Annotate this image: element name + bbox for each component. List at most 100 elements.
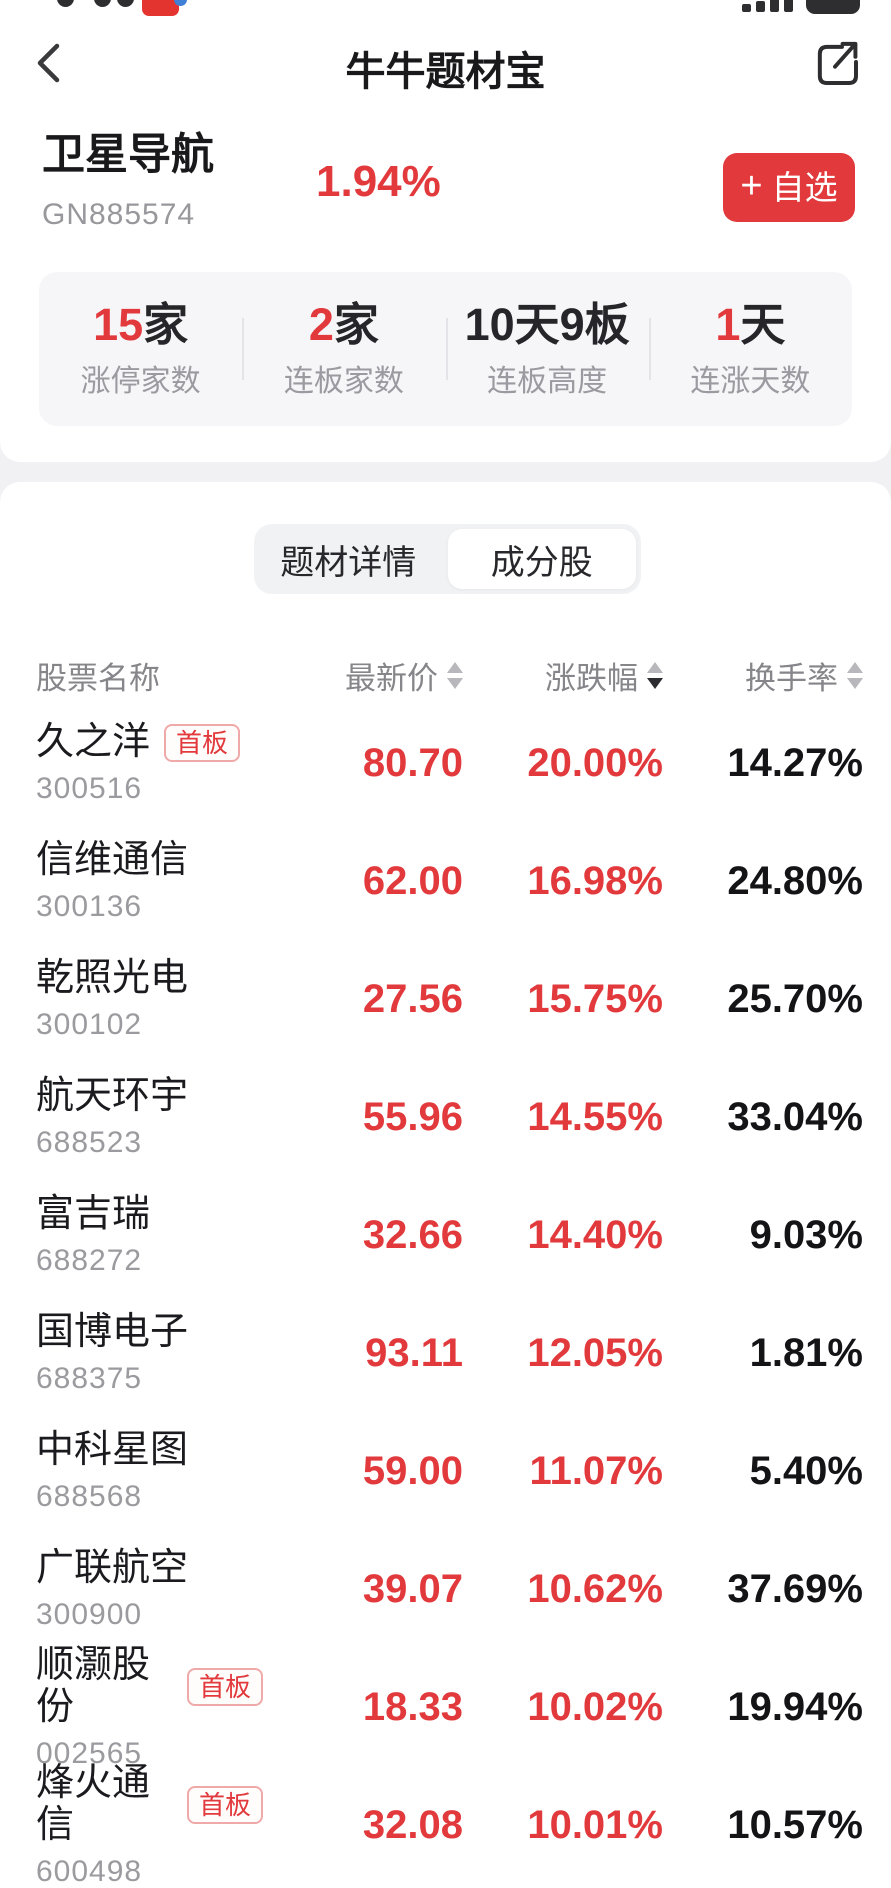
segmented-control: 题材详情 成分股	[254, 524, 641, 594]
signal-bars-icon	[742, 4, 751, 12]
stock-name-cell: 富吉瑞 688272	[36, 1193, 263, 1277]
stock-code: 600498	[36, 1854, 143, 1888]
stock-code: 300516	[36, 771, 143, 805]
table-row[interactable]: 烽火通信 首板 600498 32.08 10.01% 10.57%	[0, 1762, 891, 1888]
stat-rising-days: 1天 连涨天数	[649, 302, 852, 397]
nav-bar: 牛牛题材宝	[0, 26, 891, 98]
time-dots-icon	[117, 0, 134, 7]
stock-change-percent: 12.05%	[527, 1331, 663, 1375]
chevron-left-icon	[37, 43, 60, 83]
stock-name-cell: 久之洋 首板 300516	[36, 721, 263, 805]
table-header: 股票名称 最新价 涨跌幅 换手率	[0, 646, 891, 704]
stock-name-cell: 航天环宇 688523	[36, 1075, 263, 1159]
stock-turnover-rate: 33.04%	[727, 1095, 863, 1139]
stock-name-cell: 国博电子 688375	[36, 1311, 263, 1395]
stock-code: 688375	[36, 1361, 143, 1395]
sort-arrows-icon	[647, 661, 663, 689]
stock-turnover-rate: 25.70%	[727, 977, 863, 1021]
stat-label: 连板高度	[487, 364, 608, 398]
table-row[interactable]: 富吉瑞 688272 32.66 14.40% 9.03%	[0, 1176, 891, 1294]
stock-name-cell: 烽火通信 首板 600498	[36, 1762, 263, 1888]
page-title: 牛牛题材宝	[345, 50, 546, 94]
stock-list: 久之洋 首板 300516 80.70 20.00% 14.27% 信维通信 3…	[0, 704, 891, 1888]
stock-code: 688523	[36, 1125, 143, 1159]
stat-value: 1天	[715, 298, 786, 350]
header-stock-name: 股票名称	[36, 660, 160, 696]
stock-name-cell: 信维通信 300136	[36, 839, 263, 922]
stock-turnover-rate: 14.27%	[727, 741, 863, 785]
signal-bars-icon	[770, 0, 779, 12]
theme-header: 卫星导航 GN885574 1.94% + 自选	[0, 98, 891, 244]
header-turnover-rate-sort[interactable]: 换手率	[663, 653, 863, 698]
stock-change-percent: 10.01%	[527, 1803, 663, 1847]
header-latest-price-sort[interactable]: 最新价	[263, 653, 463, 698]
stock-code: 688272	[36, 1243, 143, 1277]
status-bar	[0, 0, 891, 26]
table-row[interactable]: 中科星图 688568 59.00 11.07% 5.40%	[0, 1412, 891, 1530]
stock-name: 烽火通信	[36, 1762, 151, 1846]
tab-theme-detail[interactable]: 题材详情	[280, 543, 417, 582]
stock-turnover-rate: 1.81%	[749, 1331, 863, 1375]
table-row[interactable]: 乾照光电 300102 27.56 15.75% 25.70%	[0, 940, 891, 1058]
stat-label: 连涨天数	[690, 364, 811, 398]
table-row[interactable]: 顺灏股份 首板 002565 18.33 10.02% 19.94%	[0, 1644, 891, 1770]
table-row[interactable]: 国博电子 688375 93.11 12.05% 1.81%	[0, 1294, 891, 1412]
signal-bars-icon	[784, 0, 793, 12]
back-button[interactable]	[26, 38, 76, 88]
app-badge-dot-icon	[174, 0, 187, 6]
stock-name: 国博电子	[36, 1311, 189, 1354]
stock-code: 300102	[36, 1007, 143, 1041]
app-badge-icon	[142, 0, 179, 16]
theme-change-percent: 1.94%	[316, 157, 441, 206]
stock-name: 富吉瑞	[36, 1193, 151, 1236]
stock-latest-price: 32.66	[362, 1213, 463, 1257]
stat-value: 15家	[93, 298, 189, 350]
table-row[interactable]: 信维通信 300136 62.00 16.98% 24.80%	[0, 822, 891, 940]
stock-name: 顺灏股份	[36, 1644, 151, 1728]
stock-change-percent: 15.75%	[527, 977, 663, 1021]
tab-constituents[interactable]: 成分股	[447, 529, 636, 589]
stock-latest-price: 55.96	[362, 1095, 463, 1139]
share-button[interactable]	[807, 34, 863, 90]
stat-value: 10天9板	[464, 298, 630, 350]
stock-latest-price: 93.11	[365, 1331, 463, 1375]
time-dots-icon	[57, 0, 74, 7]
stock-turnover-rate: 24.80%	[727, 859, 863, 903]
stock-name: 航天环宇	[36, 1075, 189, 1118]
stock-name: 中科星图	[36, 1429, 189, 1472]
table-row[interactable]: 久之洋 首板 300516 80.70 20.00% 14.27%	[0, 704, 891, 822]
stock-name-cell: 乾照光电 300102	[36, 957, 263, 1041]
add-to-watchlist-label: 自选	[771, 169, 838, 206]
table-row[interactable]: 广联航空 300900 39.07 10.62% 37.69%	[0, 1530, 891, 1648]
stat-value: 2家	[308, 298, 379, 350]
sort-arrows-icon	[447, 661, 463, 689]
first-board-badge: 首板	[186, 1668, 263, 1706]
stock-name-cell: 广联航空 300900	[36, 1547, 263, 1631]
stock-name-cell: 顺灏股份 首板 002565	[36, 1644, 263, 1770]
stock-latest-price: 39.07	[362, 1567, 463, 1611]
plus-icon: +	[740, 165, 763, 207]
stock-name: 乾照光电	[36, 957, 189, 1000]
header-change-percent-sort[interactable]: 涨跌幅	[463, 653, 663, 698]
add-to-watchlist-button[interactable]: + 自选	[723, 153, 855, 222]
stock-code: 688568	[36, 1479, 143, 1513]
theme-name: 卫星导航	[42, 131, 214, 179]
stock-latest-price: 32.08	[362, 1803, 463, 1847]
theme-code: GN885574	[42, 198, 196, 231]
stock-turnover-rate: 37.69%	[727, 1567, 863, 1611]
stat-label: 涨停家数	[80, 364, 201, 398]
stock-change-percent: 14.40%	[527, 1213, 663, 1257]
stock-turnover-rate: 9.03%	[749, 1213, 863, 1257]
sort-arrows-icon	[847, 661, 863, 689]
stat-consecutive-board-count: 2家 连板家数	[242, 302, 445, 397]
stock-latest-price: 62.00	[362, 859, 463, 903]
signal-bars-icon	[756, 1, 765, 12]
stock-latest-price: 27.56	[362, 977, 463, 1021]
stock-code: 300900	[36, 1597, 143, 1631]
stock-name: 广联航空	[36, 1547, 189, 1590]
stats-card: 15家 涨停家数 2家 连板家数 10天9板 连板高度 1天 连涨天数	[39, 272, 852, 426]
stock-code: 002565	[36, 1736, 143, 1770]
stock-change-percent: 10.02%	[527, 1685, 663, 1729]
table-row[interactable]: 航天环宇 688523 55.96 14.55% 33.04%	[0, 1058, 891, 1176]
